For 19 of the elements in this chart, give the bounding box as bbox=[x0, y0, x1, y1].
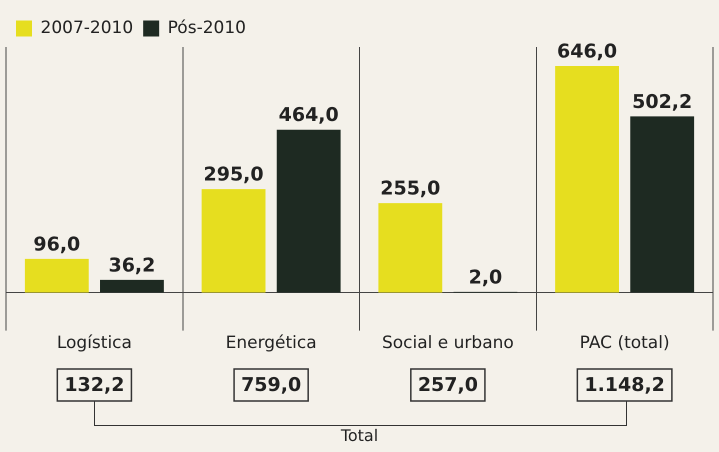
text: 1.148,2 bbox=[584, 374, 665, 396]
data-label: 36,2 bbox=[108, 254, 156, 276]
data-label: 2,0 bbox=[468, 266, 502, 288]
data-label: 502,2 bbox=[632, 90, 692, 113]
x-tick-label: Logística bbox=[56, 333, 132, 354]
x-tick-label: Energética bbox=[226, 333, 317, 354]
text: 257,0 bbox=[418, 374, 478, 396]
legend-label: Pós-2010 bbox=[168, 18, 246, 38]
data-label: 295,0 bbox=[204, 164, 264, 186]
data-label: 255,0 bbox=[380, 178, 440, 200]
legend-label: 2007-2010 bbox=[40, 18, 134, 38]
data-label: 646,0 bbox=[557, 40, 618, 62]
x-tick-label: Social e urbano bbox=[382, 333, 514, 354]
text: 132,2 bbox=[64, 374, 124, 396]
data-label: 464,0 bbox=[278, 104, 339, 126]
text: 759,0 bbox=[241, 374, 302, 396]
data-label: 96,0 bbox=[33, 233, 80, 256]
x-tick-label: PAC (total) bbox=[580, 333, 670, 354]
text: Total bbox=[340, 426, 378, 446]
